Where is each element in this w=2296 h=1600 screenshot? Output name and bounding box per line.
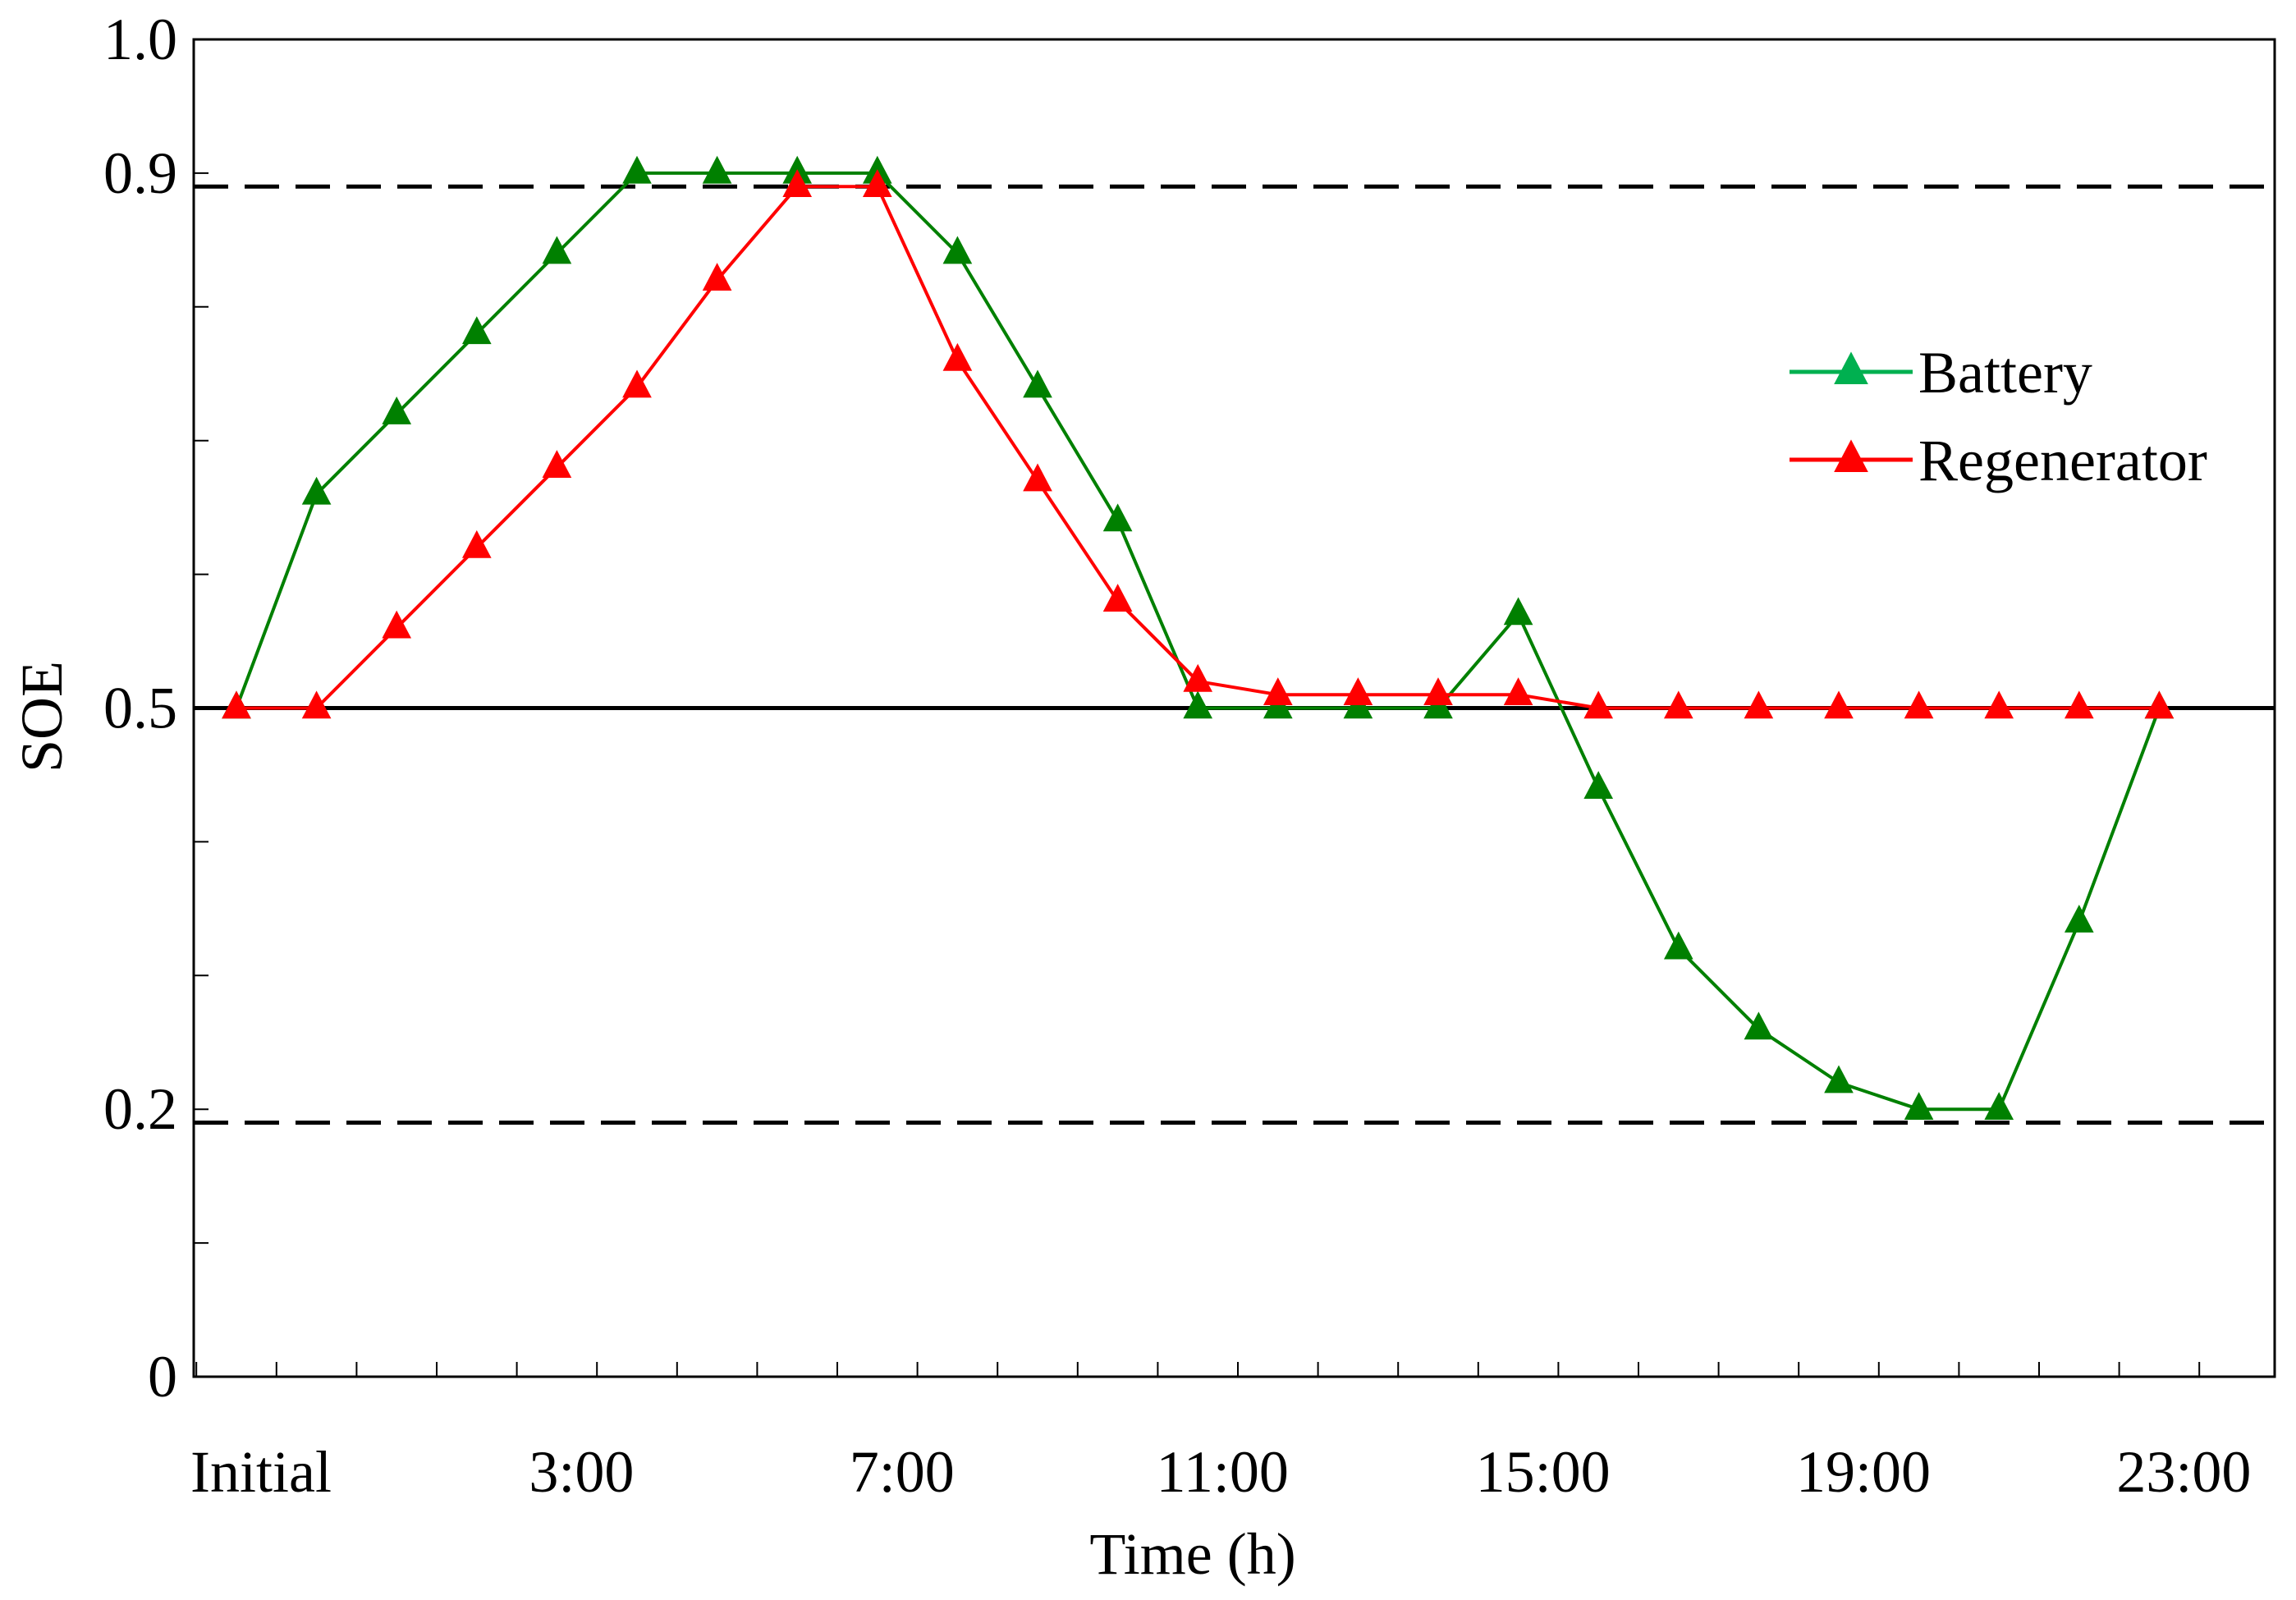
data-point-battery (1663, 931, 1693, 960)
data-point-regenerator (1824, 690, 1854, 719)
series-layer (222, 155, 2175, 1120)
data-point-regenerator (461, 530, 492, 558)
data-point-battery (1183, 690, 1213, 719)
series-line-battery (235, 171, 2161, 1112)
x-tick-label: 23:00 (2116, 1439, 2251, 1505)
data-point-regenerator (222, 690, 251, 719)
series-line-regenerator (236, 185, 2160, 710)
data-point-battery (1023, 369, 1052, 398)
data-point-regenerator (1023, 463, 1052, 492)
data-point-regenerator (942, 342, 973, 371)
data-point-battery (382, 397, 412, 424)
x-tick-label: Initial (190, 1439, 332, 1505)
data-point-regenerator (382, 610, 412, 639)
data-point-battery (1904, 1092, 1934, 1120)
data-point-regenerator (2064, 690, 2094, 719)
x-tick-label: 11:00 (1157, 1439, 1289, 1505)
data-point-regenerator (1183, 663, 1213, 692)
legend-marker-regenerator (1834, 439, 1868, 472)
data-point-battery (942, 236, 973, 264)
data-point-regenerator (1984, 690, 2014, 719)
x-axis-title: Time (h) (1089, 1521, 1295, 1587)
x-tick-label: 7:00 (850, 1439, 955, 1505)
x-tick-label: 19:00 (1796, 1439, 1931, 1505)
data-point-regenerator (301, 690, 332, 719)
y-tick-label: 0.9 (103, 140, 177, 206)
data-point-battery (301, 476, 332, 505)
data-point-regenerator (702, 263, 732, 291)
data-point-regenerator (1744, 690, 1774, 719)
data-point-regenerator (1343, 677, 1373, 705)
data-point-battery (1984, 1092, 2014, 1120)
data-point-regenerator (1263, 677, 1293, 705)
data-point-regenerator (2144, 690, 2175, 719)
legend-label-battery: Battery (1918, 340, 2092, 406)
data-point-regenerator (542, 450, 572, 479)
data-point-battery (622, 155, 652, 184)
x-tick-label: 3:00 (529, 1439, 634, 1505)
legend-marker-battery (1834, 351, 1868, 384)
data-point-regenerator (1663, 690, 1693, 719)
y-tick-label: 1.0 (103, 7, 177, 72)
data-point-regenerator (622, 369, 652, 398)
data-point-battery (1744, 1011, 1774, 1040)
y-tick-label: 0.2 (103, 1076, 177, 1142)
axis-ticks: 0 0.2 0.5 0.9 1.0 Initial 3:00 7:00 11:00 15:00 19… (103, 7, 2251, 1505)
data-point-battery (1583, 771, 1614, 800)
data-point-battery (542, 236, 572, 264)
data-point-battery (702, 155, 732, 184)
data-point-regenerator (782, 169, 813, 197)
reference-lines (194, 184, 2275, 1125)
data-point-regenerator (1102, 584, 1133, 612)
legend-label-regenerator: Regenerator (1918, 428, 2207, 493)
data-point-regenerator (1503, 677, 1533, 705)
x-tick-label: 15:00 (1476, 1439, 1611, 1505)
y-tick-label: 0 (148, 1344, 177, 1410)
data-point-regenerator (1423, 677, 1453, 705)
data-point-regenerator (1583, 690, 1614, 719)
data-point-battery (2064, 905, 2094, 933)
y-tick-label: 0.5 (103, 676, 177, 741)
y-axis-title: SOE (9, 661, 75, 772)
data-point-regenerator (1904, 690, 1934, 719)
data-point-battery (1503, 597, 1533, 626)
legend: Battery Regenerator (1790, 340, 2207, 493)
data-point-battery (1824, 1065, 1854, 1093)
data-point-battery (1102, 503, 1133, 532)
data-point-battery (461, 316, 492, 345)
data-point-regenerator (862, 169, 892, 197)
